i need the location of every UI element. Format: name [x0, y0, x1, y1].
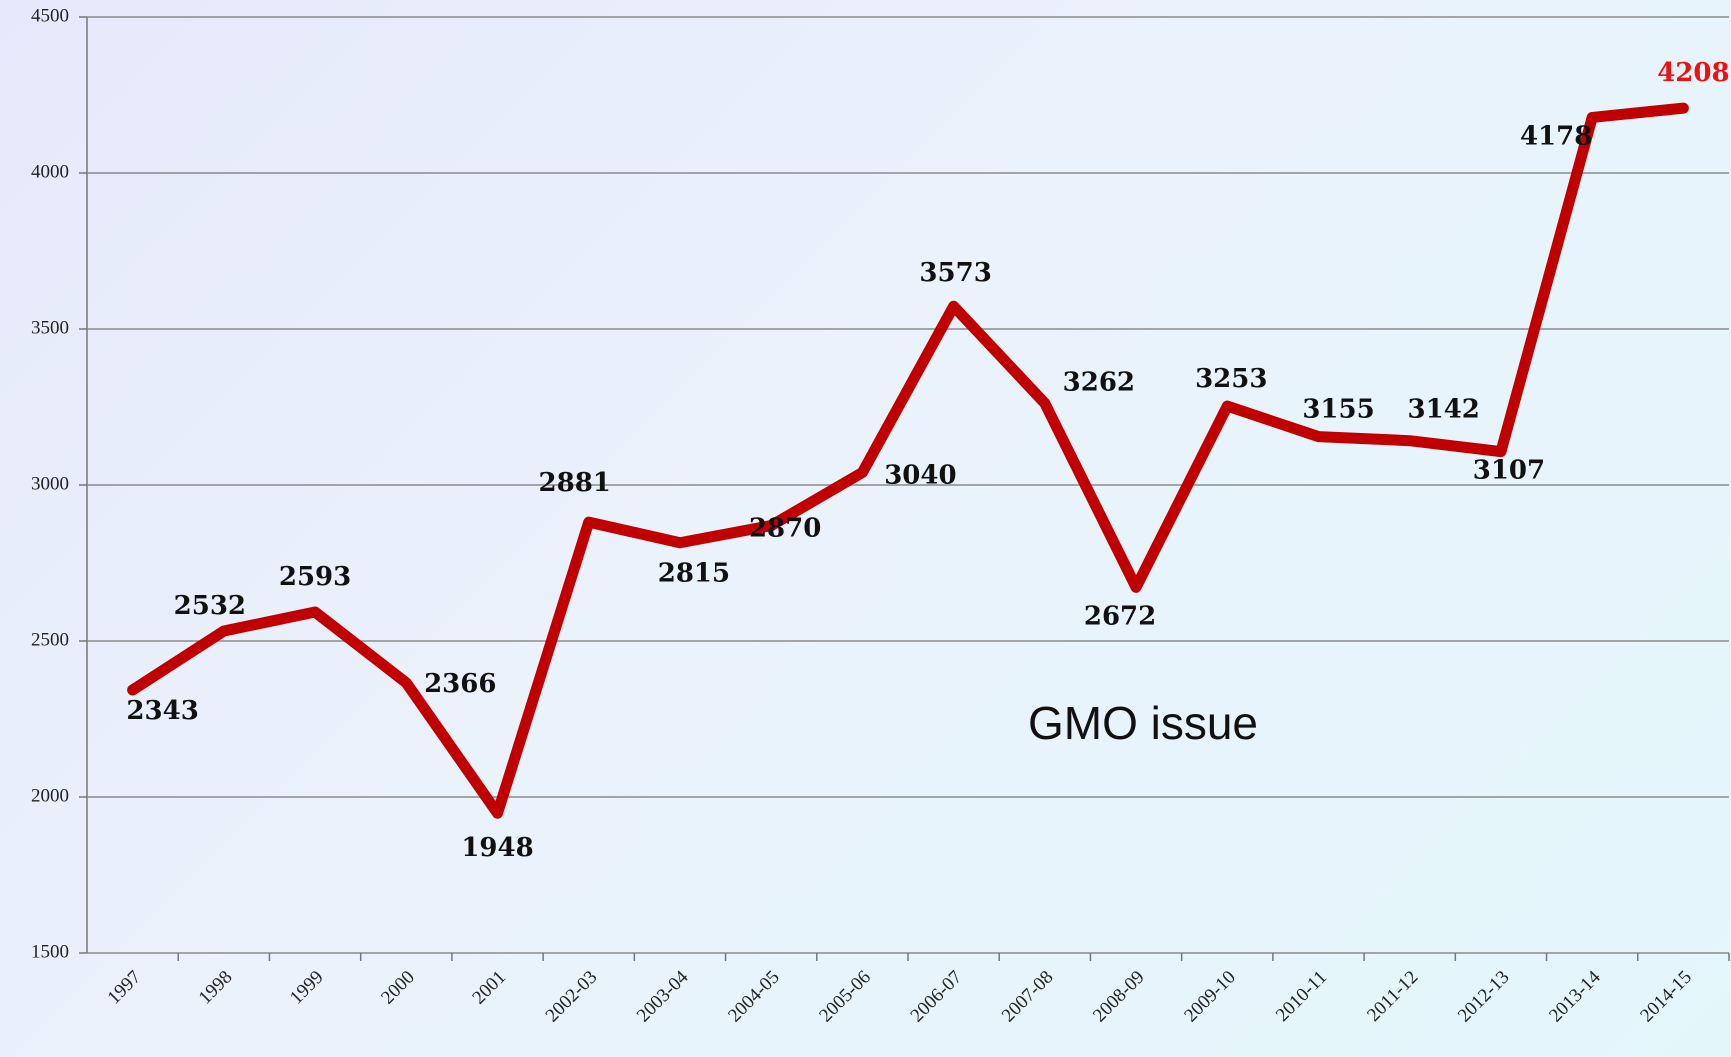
data-label: 3142	[1408, 395, 1480, 425]
x-tick-label: 2005-06	[815, 967, 875, 1027]
y-tick-label: 4500	[31, 5, 69, 26]
data-label: 4208	[1657, 58, 1729, 88]
x-tick-label: 2006-07	[907, 967, 967, 1027]
line	[127, 102, 1689, 819]
x-tick-label: 2012-13	[1454, 967, 1514, 1027]
annotation: GMO issue	[1028, 697, 1258, 749]
y-tick-label: 2500	[31, 629, 69, 650]
y-tick-label: 3500	[31, 317, 69, 338]
data-label: 2593	[279, 562, 351, 592]
x-tick-label: 1998	[195, 967, 237, 1009]
data-label: 3155	[1302, 395, 1374, 425]
x-tick-label: 2011-12	[1363, 967, 1422, 1026]
x-tick-label: 2000	[377, 967, 419, 1009]
data-label: 2366	[424, 669, 496, 699]
x-tick-label: 2003-04	[633, 966, 693, 1026]
data-label: 2881	[539, 468, 611, 498]
x-tick-label: 2008-09	[1089, 967, 1149, 1027]
y-tick-label: 1500	[31, 941, 69, 962]
data-label: 4178	[1520, 121, 1592, 151]
y-tick-label: 4000	[31, 161, 69, 182]
x-tick-label: 2001	[468, 967, 510, 1009]
data-label: 2815	[658, 559, 730, 589]
y-tick-label: 3000	[31, 473, 69, 494]
x-tick-label: 2014-15	[1636, 967, 1696, 1027]
data-label: 2532	[174, 591, 246, 621]
x-tick-label: 1999	[286, 967, 328, 1009]
x-tick-label: 2013-14	[1545, 966, 1605, 1026]
data-label: 2343	[126, 696, 198, 726]
x-tick-label: 2007-08	[998, 967, 1058, 1027]
data-label: 3107	[1473, 456, 1545, 486]
x-tick-label: 1997	[104, 967, 146, 1009]
x-tick-label: 2004-05	[724, 967, 784, 1027]
x-tick-label: 2002-03	[542, 967, 602, 1027]
y-tick-label: 2000	[31, 785, 69, 806]
data-label: 2870	[749, 514, 821, 544]
data-label: 2672	[1084, 601, 1156, 631]
data-label: 3573	[919, 258, 991, 288]
data-label: 3262	[1063, 367, 1135, 397]
x-tick-label: 2009-10	[1180, 967, 1240, 1027]
data-label: 1948	[461, 833, 533, 863]
x-tick-label: 2010-11	[1272, 967, 1331, 1026]
data-label: 3253	[1195, 364, 1267, 394]
data-label: 3040	[884, 461, 956, 491]
